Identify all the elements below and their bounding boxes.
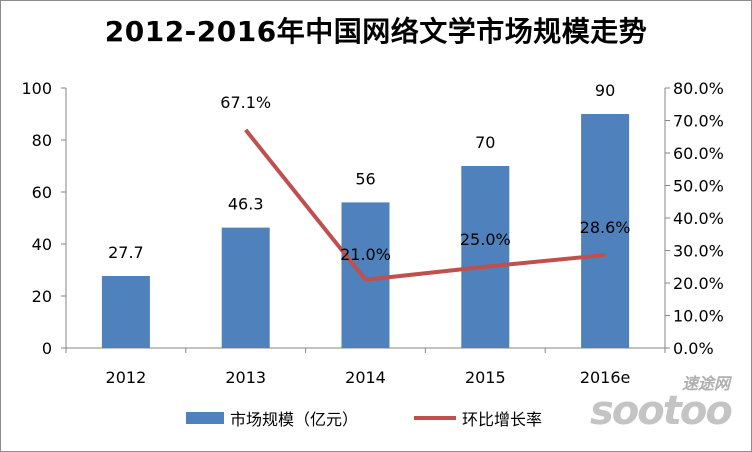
line-value-label: 21.0% [340,245,391,264]
line-value-label: 67.1% [220,93,271,112]
x-tick-label: 2014 [345,368,386,387]
y-left-tick-label: 60 [32,183,52,202]
bar [221,227,270,348]
bar-value-label: 56 [355,169,375,188]
y-left-tick-label: 80 [32,131,52,150]
chart-legend: 市场规模（亿元） 环比增长率 [0,406,752,430]
bar [581,114,630,348]
y-right-tick-label: 40.0% [673,209,724,228]
y-right-tick-label: 70.0% [673,112,724,131]
bar-value-label: 46.3 [228,195,264,214]
watermark-main-text: sootoo [590,388,733,434]
line-value-label: 28.6% [580,218,631,237]
legend-item-bar: 市场规模（亿元） [186,406,358,430]
bar-value-label: 27.7 [108,243,144,262]
watermark-top-text: 速途网 [681,374,730,393]
bar [341,202,390,348]
bar-value-label: 90 [595,81,615,100]
legend-label-bar: 市场规模（亿元） [230,410,359,429]
y-right-tick-label: 0.0% [673,339,714,358]
bar [461,166,510,348]
bar [101,275,150,348]
growth-rate-line [244,128,606,282]
y-right-tick-label: 20.0% [673,274,724,293]
y-right-tick-label: 30.0% [673,242,724,261]
x-tick-label: 2012 [106,368,147,387]
x-tick-label: 2015 [465,368,506,387]
x-tick-label: 2016e [580,368,631,387]
bar-value-label: 70 [475,133,495,152]
y-right-tick-label: 10.0% [673,307,724,326]
y-left-tick-label: 40 [32,235,52,254]
watermark-logo: 速途网 sootoo [590,370,740,442]
legend-item-line: 环比增长率 [414,406,542,430]
legend-swatch-bar [186,412,224,424]
y-right-tick-label: 60.0% [673,144,724,163]
legend-label-line: 环比增长率 [462,410,543,429]
y-left-tick-label: 20 [32,287,52,306]
line-value-label: 25.0% [460,230,511,249]
y-right-tick-label: 50.0% [673,177,724,196]
y-left-tick-label: 100 [21,79,52,98]
y-right-tick-label: 80.0% [673,79,724,98]
y-left-tick-label: 0 [42,339,52,358]
x-tick-label: 2013 [225,368,266,387]
chart-title: 2012-2016年中国网络文学市场规模走势 [104,15,648,48]
legend-swatch-line [414,416,456,420]
